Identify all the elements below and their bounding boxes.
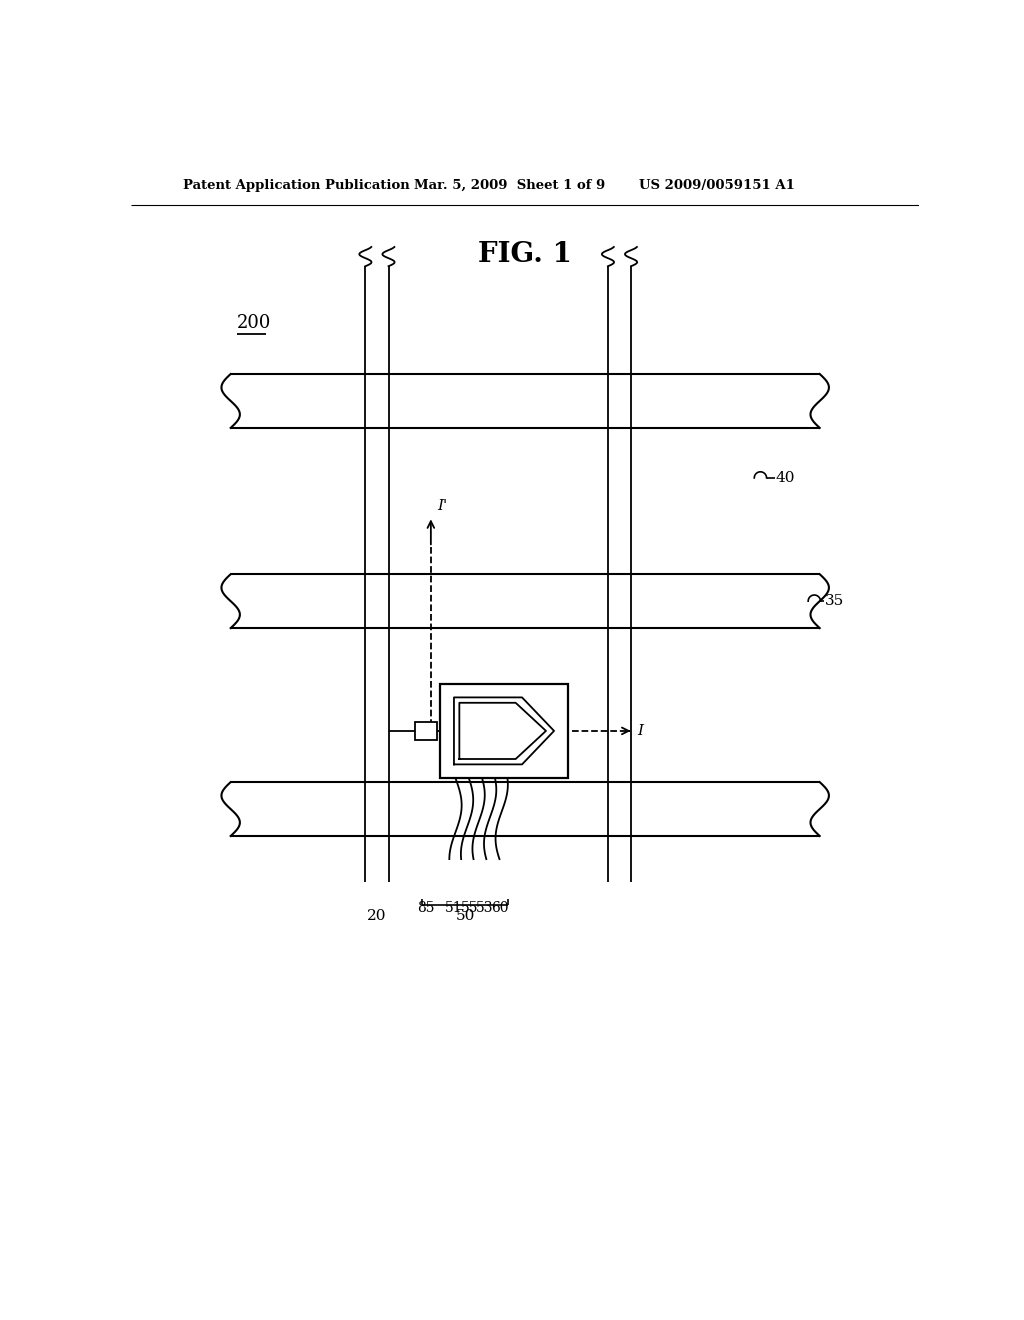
Bar <box>440 684 568 779</box>
Text: Mar. 5, 2009  Sheet 1 of 9: Mar. 5, 2009 Sheet 1 of 9 <box>414 178 605 191</box>
Text: I': I' <box>437 499 447 512</box>
Text: 53: 53 <box>476 902 494 916</box>
Text: 85: 85 <box>418 902 435 916</box>
Text: 50: 50 <box>456 909 475 923</box>
Text: 20: 20 <box>368 909 387 923</box>
Bar <box>416 722 437 741</box>
Text: 40: 40 <box>776 471 796 484</box>
Text: 35: 35 <box>825 594 845 609</box>
Text: 60: 60 <box>492 902 509 916</box>
Text: I: I <box>637 723 643 738</box>
Text: FIG. 1: FIG. 1 <box>478 242 571 268</box>
Text: US 2009/0059151 A1: US 2009/0059151 A1 <box>639 178 795 191</box>
Text: 51: 51 <box>445 902 463 916</box>
Text: 55: 55 <box>461 902 478 916</box>
Text: Patent Application Publication: Patent Application Publication <box>183 178 410 191</box>
Text: 200: 200 <box>237 314 271 331</box>
